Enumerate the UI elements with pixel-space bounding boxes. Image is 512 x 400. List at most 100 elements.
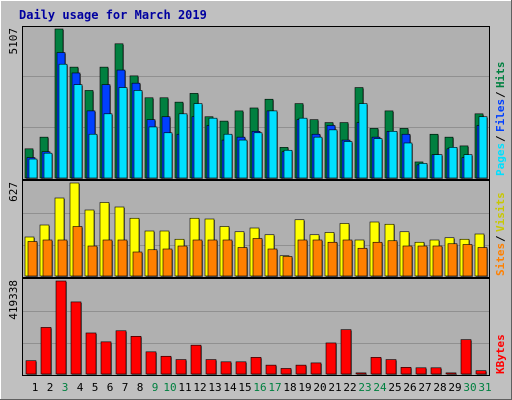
- bar-pages: [418, 163, 428, 179]
- bar-sites: [462, 244, 473, 277]
- bar-sites-fill: [282, 256, 293, 277]
- bar-pages: [148, 126, 158, 179]
- bar-kbytes-fill: [205, 359, 217, 375]
- bar-pages-fill: [28, 158, 38, 179]
- x-label-day: 13: [208, 381, 221, 394]
- bar-kbytes-fill: [145, 351, 157, 375]
- bar-kbytes-fill: [295, 364, 307, 375]
- bar-sites-fill: [447, 243, 458, 277]
- bar-sites-fill: [252, 238, 263, 277]
- panel2-ymax-label: 627: [7, 182, 20, 202]
- bar-pages: [28, 158, 38, 179]
- bar-kbytes: [370, 357, 382, 375]
- legend-files: Files: [494, 99, 507, 132]
- bar-pages-fill: [478, 116, 488, 179]
- bar-sites: [222, 239, 233, 277]
- x-label-day: 16: [253, 381, 266, 394]
- x-label-day: 2: [47, 381, 54, 394]
- bar-kbytes-fill: [415, 367, 427, 375]
- x-label-day: 27: [418, 381, 431, 394]
- bar-pages-fill: [313, 136, 323, 179]
- x-label-day: 7: [122, 381, 129, 394]
- bar-kbytes-fill: [475, 370, 487, 375]
- bar-pages-fill: [328, 129, 338, 179]
- bar-kbytes: [400, 367, 412, 375]
- bars: [24, 28, 488, 375]
- x-label-day: 15: [238, 381, 251, 394]
- x-label-day: 18: [283, 381, 296, 394]
- bar-kbytes-fill: [130, 335, 142, 375]
- x-label-day: 20: [313, 381, 326, 394]
- x-label-day: 11: [178, 381, 191, 394]
- bar-pages-fill: [283, 149, 293, 179]
- bar-pages: [478, 116, 488, 179]
- bar-kbytes-fill: [310, 362, 322, 375]
- bar-sites: [357, 247, 368, 277]
- bar-kbytes-fill: [265, 364, 277, 375]
- bar-pages-fill: [43, 152, 53, 179]
- x-label-day: 22: [343, 381, 356, 394]
- bar-kbytes-fill: [70, 301, 82, 375]
- bar-kbytes: [460, 339, 472, 375]
- bar-kbytes-fill: [445, 372, 457, 375]
- legend-separator: /: [494, 91, 507, 98]
- bar-sites: [207, 239, 218, 277]
- bar-pages-fill: [223, 133, 233, 179]
- bar-kbytes: [475, 370, 487, 375]
- bar-sites-fill: [387, 240, 398, 277]
- bar-kbytes: [85, 332, 97, 375]
- bar-kbytes-fill: [100, 341, 112, 375]
- bar-sites: [177, 245, 188, 277]
- bar-sites: [282, 256, 293, 277]
- bar-pages: [133, 90, 143, 179]
- bar-pages: [253, 132, 263, 179]
- bar-sites-fill: [222, 239, 233, 277]
- bar-kbytes-shadow: [447, 373, 457, 375]
- bar-kbytes: [250, 357, 262, 375]
- bar-pages-fill: [418, 163, 428, 179]
- x-label-day: 10: [163, 381, 176, 394]
- bar-pages-fill: [268, 110, 278, 179]
- bar-kbytes: [415, 367, 427, 375]
- bar-pages-fill: [103, 113, 113, 179]
- bar-kbytes: [445, 372, 457, 375]
- bar-sites: [72, 226, 83, 277]
- bar-kbytes: [190, 344, 202, 375]
- bar-pages-fill: [163, 132, 173, 179]
- bar-sites: [312, 239, 323, 277]
- bar-sites: [162, 248, 173, 277]
- x-label-day: 31: [478, 381, 491, 394]
- x-label-day: 14: [223, 381, 237, 394]
- bar-kbytes-fill: [160, 355, 172, 375]
- bar-kbytes-fill: [175, 359, 187, 375]
- bar-pages-fill: [88, 133, 98, 179]
- bar-pages: [238, 139, 248, 179]
- bar-sites-fill: [102, 239, 113, 277]
- bar-sites: [342, 239, 353, 277]
- bar-sites-fill: [147, 249, 158, 277]
- bar-sites: [477, 247, 488, 277]
- bar-kbytes: [430, 367, 442, 375]
- x-label-day: 4: [77, 381, 84, 394]
- x-axis-labels: 1 2 3 4 5 6 7 8 9 10 11 12 13 14 15 16 17 18 19 20 21 22 23 24 2…: [32, 381, 492, 394]
- bar-sites-fill: [162, 248, 173, 277]
- bar-pages: [58, 63, 68, 179]
- x-label-day: 26: [403, 381, 416, 394]
- bar-kbytes: [55, 280, 67, 375]
- x-label-day: 29: [448, 381, 461, 394]
- bar-kbytes: [325, 342, 337, 375]
- bar-kbytes-shadow: [357, 373, 367, 375]
- x-label-day: 12: [193, 381, 206, 394]
- bar-sites-fill: [477, 247, 488, 277]
- bar-kbytes-fill: [115, 330, 127, 375]
- bar-sites-fill: [432, 245, 443, 277]
- legend-separator: /: [494, 135, 507, 142]
- bar-pages: [403, 142, 413, 179]
- bar-kbytes-fill: [400, 367, 412, 375]
- legend-hits: Hits: [494, 62, 507, 89]
- bar-sites-fill: [417, 245, 428, 277]
- bar-kbytes-fill: [370, 357, 382, 375]
- bar-pages: [448, 147, 458, 179]
- bar-sites-fill: [27, 241, 38, 277]
